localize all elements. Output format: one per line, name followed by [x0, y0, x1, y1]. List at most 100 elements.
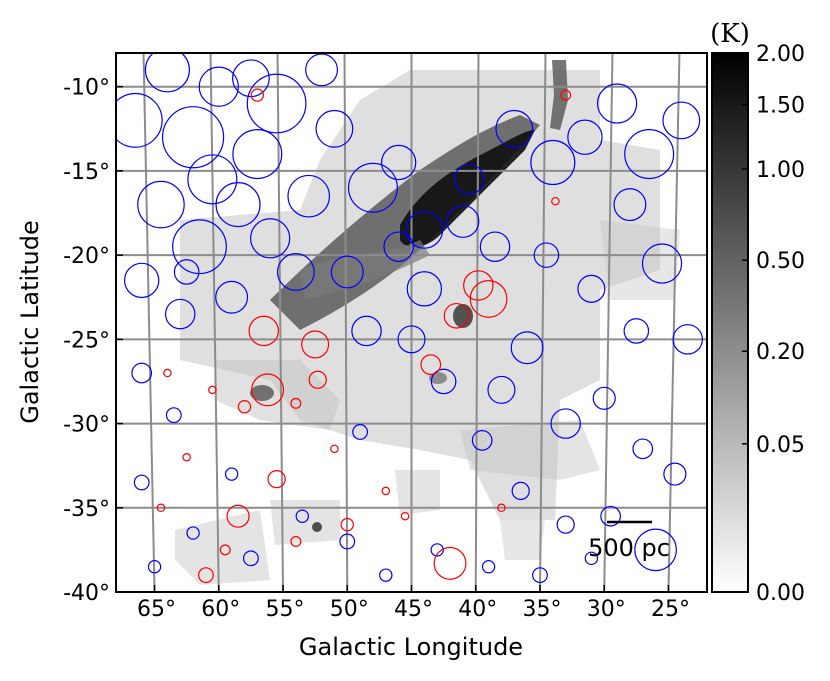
source-marker	[295, 509, 309, 523]
source-marker	[340, 517, 354, 532]
y-tick-label: -40°	[63, 581, 110, 606]
cloud-streamer	[550, 60, 568, 130]
source-marker	[383, 231, 414, 262]
source-marker	[469, 280, 508, 318]
source-marker	[165, 407, 182, 424]
colorbar-tick-label: 1.50	[756, 94, 805, 119]
source-marker	[567, 119, 603, 155]
source-marker	[330, 255, 364, 289]
source-marker	[613, 188, 647, 222]
grid-line-longitude	[474, 53, 480, 592]
y-tick-label: -15°	[63, 160, 110, 185]
y-tick-label: -30°	[63, 413, 110, 438]
source-marker	[250, 218, 291, 259]
coverage-patch	[500, 520, 545, 560]
source-marker	[173, 259, 200, 285]
source-marker	[290, 397, 302, 409]
grid-line-longitude	[343, 53, 349, 592]
x-tick-label: 45°	[394, 597, 433, 622]
grid-line-longitude	[142, 53, 156, 592]
source-marker	[430, 368, 457, 395]
cloud-knot	[453, 304, 473, 328]
source-marker	[186, 526, 200, 540]
source-marker	[242, 550, 259, 567]
x-tick-label: 35°	[522, 597, 561, 622]
source-marker	[632, 438, 654, 460]
colorbar-tick-label: 2.00	[756, 42, 805, 67]
x-tick-label: 65°	[137, 597, 176, 622]
source-marker	[430, 543, 444, 557]
source-marker	[339, 533, 356, 550]
source-marker	[133, 474, 150, 491]
source-marker	[405, 210, 444, 249]
source-marker	[641, 243, 683, 284]
source-marker	[551, 196, 560, 206]
x-axis: 65° 60° 55° 50° 45° 40° 35° 30° 25°	[137, 585, 690, 622]
coverage-patch	[460, 420, 600, 480]
source-marker	[454, 164, 485, 195]
source-marker	[163, 368, 172, 378]
source-marker	[347, 162, 398, 213]
source-marker	[379, 568, 393, 582]
colorbar-tick-label: 0.50	[756, 249, 805, 274]
source-marker	[406, 271, 443, 307]
coverage-patch	[175, 510, 270, 585]
cloud-core	[400, 130, 535, 247]
source-marker	[672, 324, 703, 355]
source-marker	[420, 354, 442, 375]
source-marker	[446, 204, 480, 238]
source-marker	[560, 89, 572, 101]
source-marker	[663, 462, 687, 486]
source-marker	[510, 331, 544, 365]
source-marker	[351, 315, 382, 347]
source-marker	[232, 129, 283, 180]
source-marker	[634, 528, 677, 572]
source-marker	[267, 470, 286, 489]
scale-bar-label: 500 pc	[588, 534, 670, 562]
source-marker	[164, 298, 196, 330]
source-marker	[161, 106, 225, 169]
source-marker	[397, 325, 426, 354]
y-axis-title: Galactic Latitude	[16, 220, 44, 424]
source-marker	[156, 503, 166, 513]
y-tick-label: -20°	[63, 244, 110, 269]
colorbar-frame	[711, 52, 749, 593]
source-marker	[144, 53, 190, 93]
source-marker	[301, 330, 330, 359]
source-marker	[187, 154, 238, 205]
source-marker	[246, 73, 307, 134]
source-marker	[131, 362, 153, 384]
coverage-patch	[270, 500, 340, 545]
source-marker	[623, 318, 650, 344]
source-marker	[497, 503, 506, 513]
y-axis: -10° -15° -20° -25° -30° -35° -40°	[63, 76, 123, 606]
source-marker	[556, 515, 575, 534]
source-marker	[443, 302, 470, 329]
colorbar-tick-label: 0.20	[756, 340, 805, 365]
source-marker	[381, 486, 391, 496]
source-marker	[471, 430, 493, 451]
y-tick-label: -10°	[63, 76, 110, 101]
grid-line-longitude	[538, 53, 547, 592]
source-marker	[237, 400, 252, 414]
x-axis-title: Galactic Longitude	[299, 633, 523, 661]
source-marker	[600, 505, 622, 527]
source-marker	[433, 546, 467, 580]
y-tick-label: -35°	[63, 497, 110, 522]
source-marker	[533, 242, 560, 268]
colorbar-tick-label: 0.05	[756, 433, 805, 458]
source-marker	[198, 66, 239, 107]
source-marker	[224, 467, 239, 481]
source-marker	[198, 567, 214, 584]
source-marker	[124, 262, 160, 299]
source-marker	[400, 511, 410, 521]
source-marker	[550, 408, 581, 439]
source-markers	[116, 53, 703, 584]
source-marker	[624, 129, 675, 180]
source-marker	[584, 551, 599, 566]
source-marker	[137, 180, 185, 229]
source-marker	[215, 280, 249, 314]
x-tick-label: 50°	[330, 597, 369, 622]
source-marker	[215, 182, 261, 228]
source-marker	[662, 101, 701, 140]
